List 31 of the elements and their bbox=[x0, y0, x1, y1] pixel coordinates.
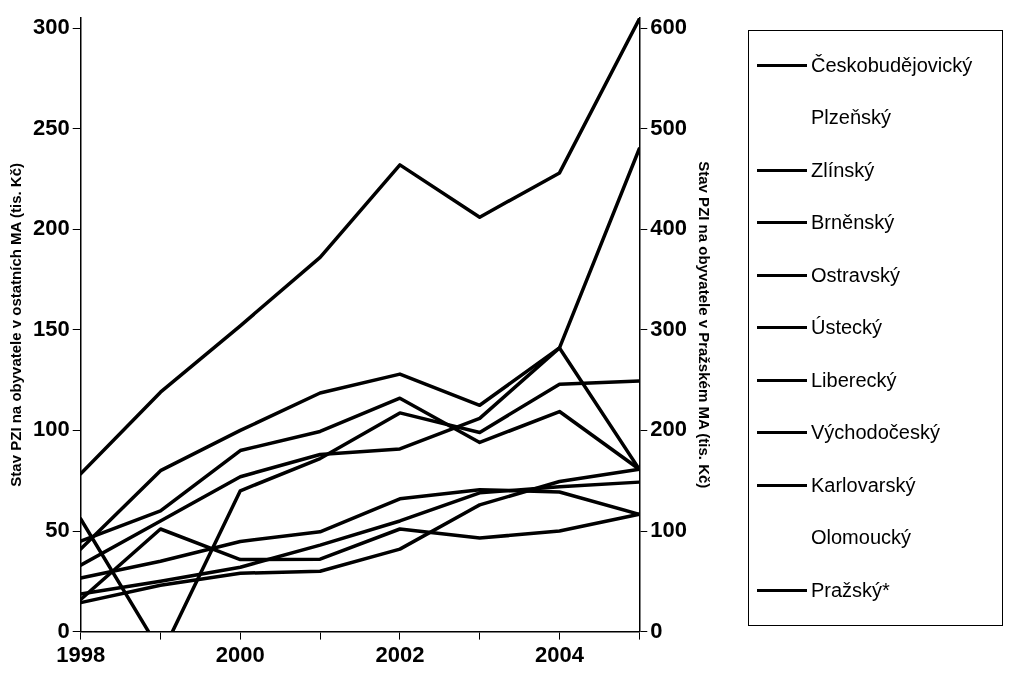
legend-label: Brněnský bbox=[811, 211, 895, 235]
text: Olomoucký bbox=[811, 526, 912, 550]
x-tick-label: 2002 bbox=[375, 641, 425, 667]
text: Plzeňský bbox=[811, 106, 892, 130]
y2-tick-label: 500 bbox=[650, 114, 688, 140]
y-tick-label: 200 bbox=[32, 215, 70, 241]
y-axis-title: Stav PZI na obyvatele v ostatních MA (tis. Kč) bbox=[7, 162, 25, 487]
x-tick-label: 1998 bbox=[56, 641, 106, 667]
y2-tick-label: 400 bbox=[650, 215, 688, 241]
x-tick-label: 2004 bbox=[535, 641, 585, 667]
y2-axis-title: Stav PZI na obyvatele v Pražském MA (tis. Kč) bbox=[695, 161, 713, 489]
legend-label: Pražský* bbox=[811, 578, 890, 602]
y-tick-label: 300 bbox=[32, 14, 70, 40]
y-tick-label: 250 bbox=[32, 114, 70, 140]
legend-label: Ústecký bbox=[811, 316, 883, 340]
x-tick-label: 2000 bbox=[215, 641, 265, 667]
y-tick-label: 0 bbox=[57, 617, 70, 643]
legend-label: Zlínský bbox=[811, 158, 875, 182]
legend-label: Českobudějovický bbox=[811, 53, 973, 77]
y2-tick-label: 300 bbox=[650, 315, 688, 341]
legend-label: Ostravský bbox=[811, 263, 900, 287]
y2-tick-label: 600 bbox=[650, 14, 688, 40]
y2-tick-label: 0 bbox=[650, 617, 663, 643]
y-tick-label: 50 bbox=[45, 517, 70, 543]
legend-label: Liberecký bbox=[811, 368, 897, 392]
y-tick-label: 100 bbox=[32, 416, 70, 442]
y2-tick-label: 100 bbox=[650, 517, 688, 543]
legend-label: Východočeský bbox=[811, 421, 940, 445]
y-tick-label: 150 bbox=[32, 315, 70, 341]
legend-label: Karlovarský bbox=[811, 473, 916, 497]
y2-tick-label: 200 bbox=[650, 416, 688, 442]
